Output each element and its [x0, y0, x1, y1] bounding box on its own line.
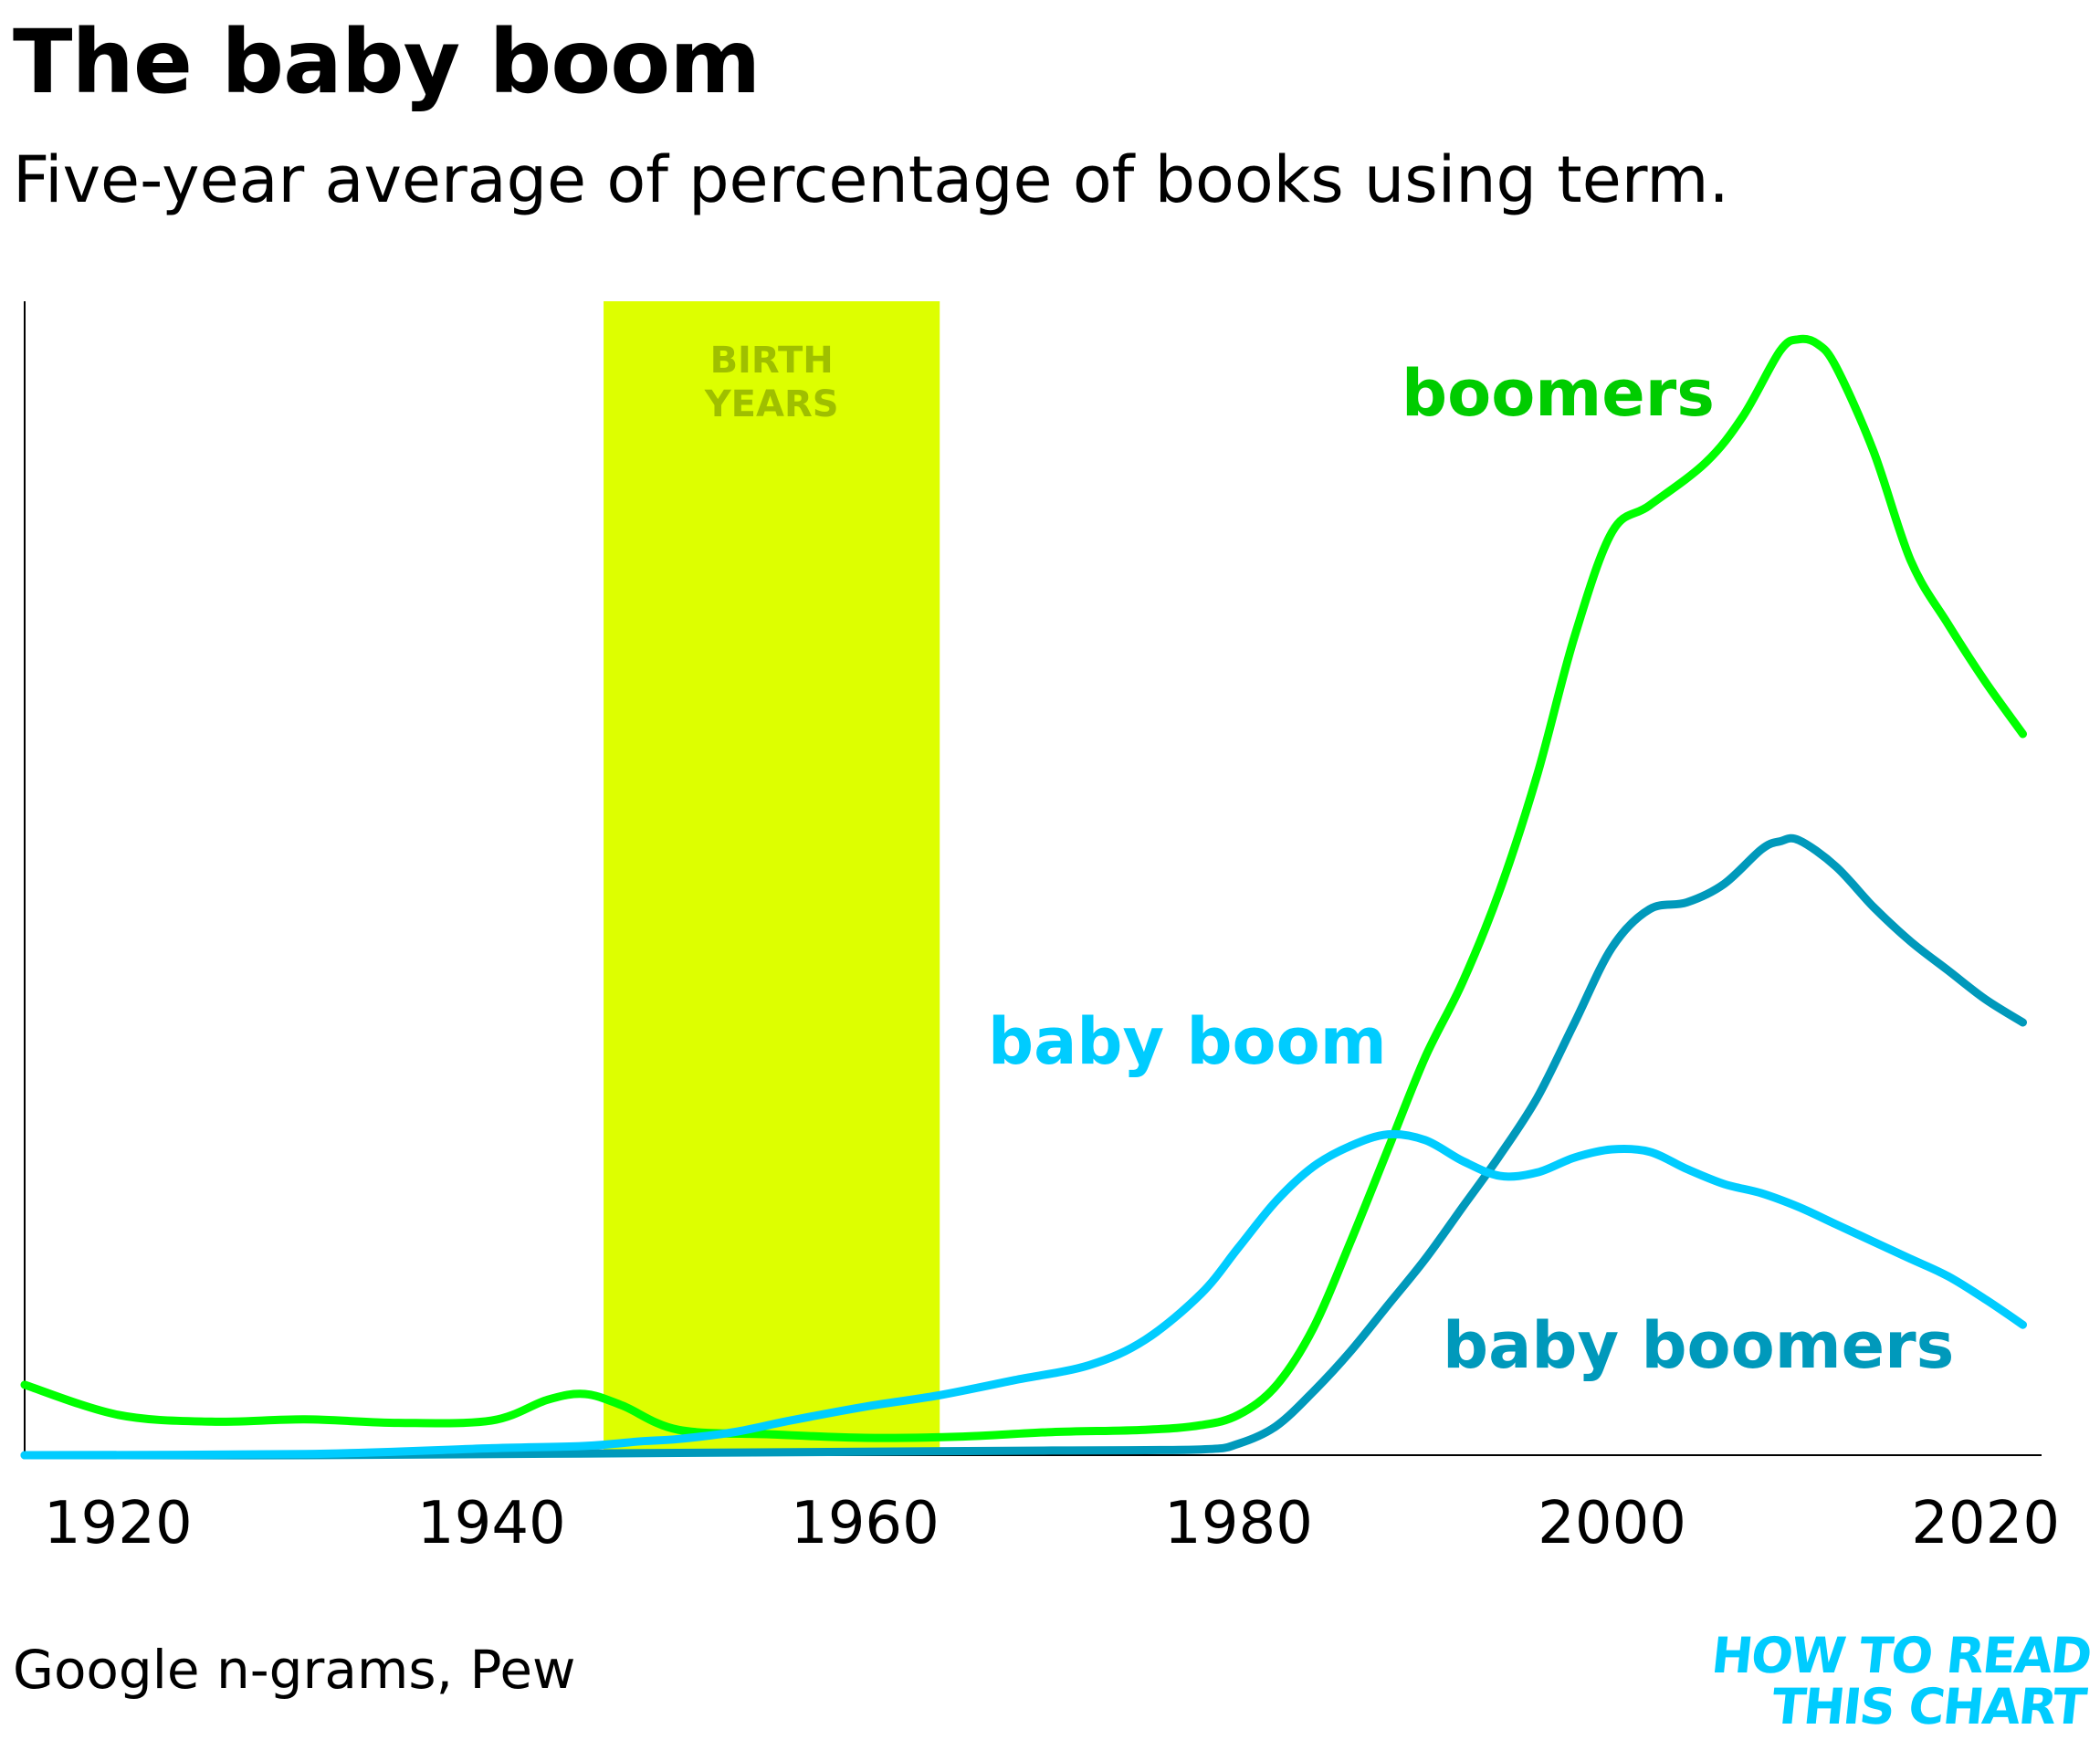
chart-title: The baby boom [13, 11, 761, 113]
series-label-baby-boom: baby boom [988, 1004, 1387, 1079]
band-label-line-1: BIRTH [710, 340, 834, 382]
series-line-baby-boom [20, 1129, 2027, 1460]
chart-subtitle: Five-year average of percentage of books… [13, 142, 1729, 217]
x-tick-label-1940: 1940 [417, 1490, 566, 1557]
logo-line-1: HOW TO READ [1708, 1627, 2094, 1684]
series-line-boomers [20, 334, 2027, 1442]
series-labels-layer: boomers baby boomers baby boom [988, 356, 1954, 1383]
series-label-boomers: boomers [1402, 356, 1715, 431]
birth-years-band [604, 301, 940, 1455]
x-tick-label-1960: 1960 [791, 1490, 940, 1557]
logo-line-2: THIS CHART [1769, 1678, 2088, 1735]
series-label-baby-boomers: baby boomers [1443, 1308, 1954, 1383]
series-lines-layer [20, 334, 2027, 1460]
x-tick-label-2020: 2020 [1911, 1490, 2060, 1557]
x-tick-label-1920: 1920 [44, 1490, 193, 1557]
series-line-baby-boomers [20, 833, 2027, 1460]
x-tick-label-1980: 1980 [1164, 1490, 1313, 1557]
axis-layer: 1920 1940 1960 1980 2000 2020 [24, 301, 2060, 1557]
band-label-line-2: YEARS [704, 383, 839, 425]
brand-logo: HOW TO READ THIS CHART [1704, 1627, 2094, 1735]
source-note: Google n-grams, Pew [13, 1639, 576, 1701]
x-tick-label-2000: 2000 [1538, 1490, 1686, 1557]
